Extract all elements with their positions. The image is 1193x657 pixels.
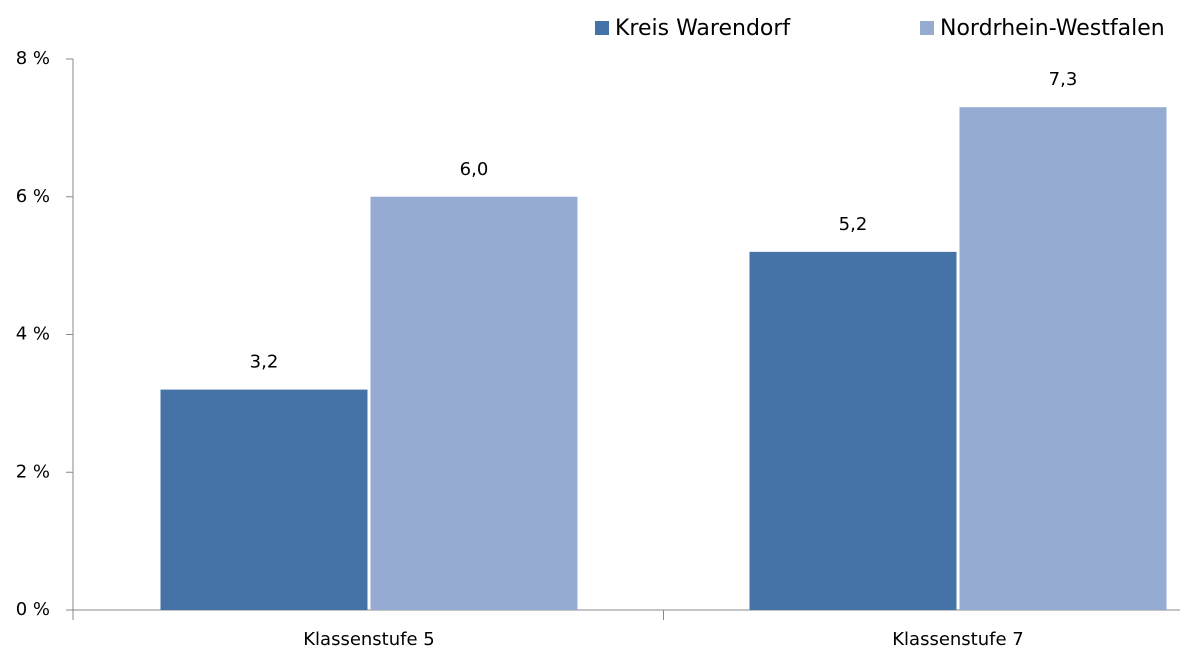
y-tick-label: 6 %	[16, 186, 50, 207]
legend-label: Nordrhein-Westfalen	[940, 16, 1165, 41]
bar	[160, 389, 368, 610]
value-label: 6,0	[460, 159, 489, 180]
value-label: 7,3	[1049, 69, 1078, 90]
bar	[370, 196, 578, 610]
y-tick-label: 4 %	[16, 324, 50, 345]
value-label: 5,2	[839, 214, 868, 235]
legend-swatch	[595, 21, 609, 35]
bar	[959, 107, 1167, 611]
y-tick-label: 8 %	[16, 48, 50, 69]
legend-swatch	[920, 21, 934, 35]
y-tick-label: 2 %	[16, 461, 50, 482]
x-tick-label: Klassenstufe 5	[303, 629, 435, 650]
legend-label: Kreis Warendorf	[615, 16, 791, 41]
x-tick-label: Klassenstufe 7	[892, 629, 1024, 650]
bar	[749, 251, 957, 610]
value-label: 3,2	[250, 352, 279, 373]
y-tick-label: 0 %	[16, 599, 50, 620]
